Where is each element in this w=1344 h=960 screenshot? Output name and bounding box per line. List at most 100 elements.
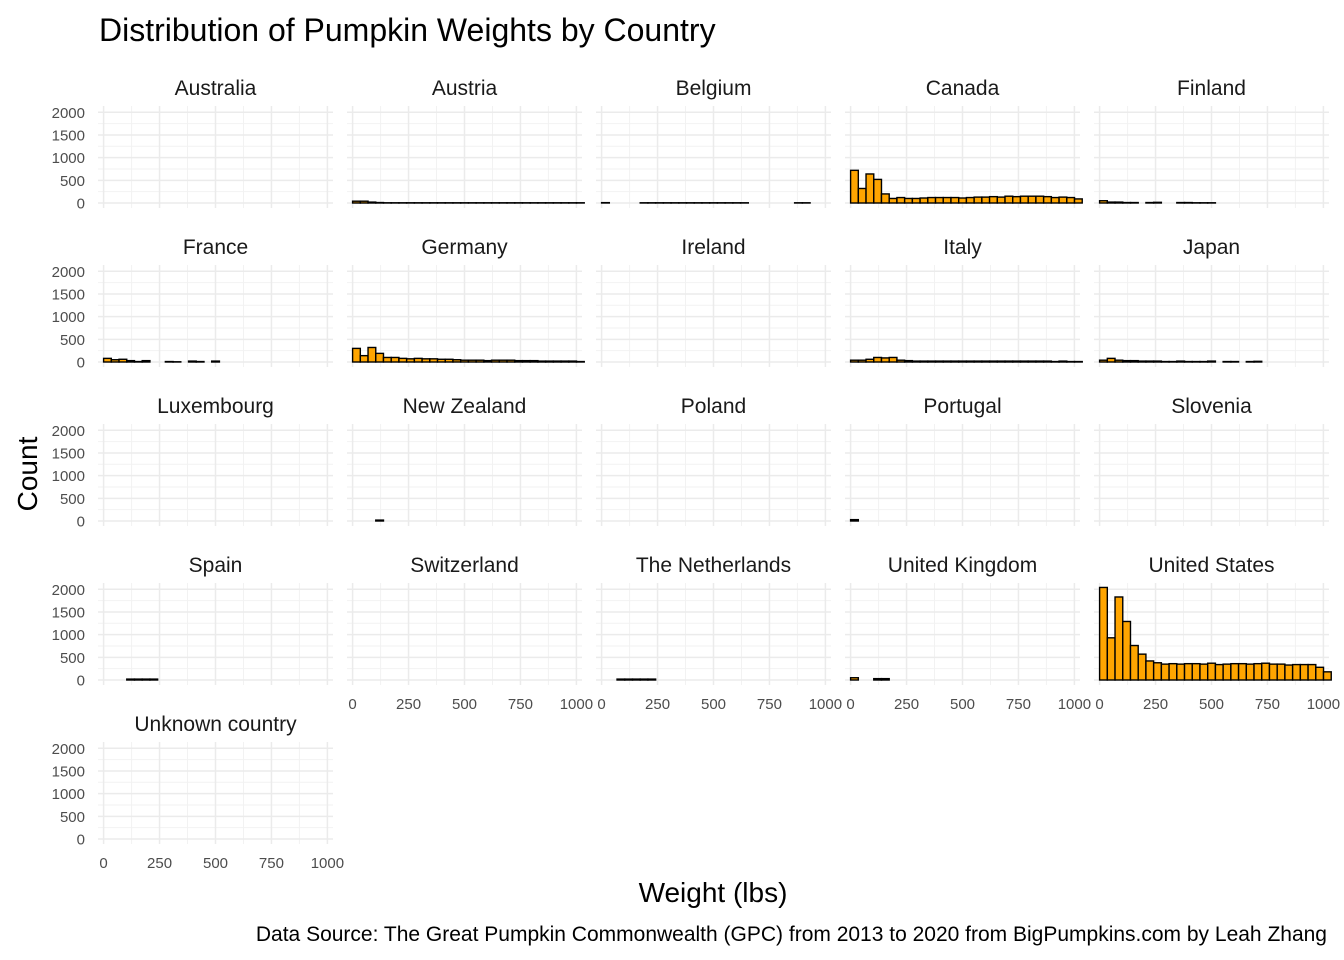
histogram-bar — [1012, 360, 1022, 363]
histogram-bar — [375, 352, 385, 363]
x-tick-label: 0 — [1095, 696, 1103, 713]
histogram-bar — [1206, 360, 1217, 363]
y-tick-label: 2000 — [52, 582, 85, 599]
histogram-bar — [118, 358, 128, 363]
y-tick-label: 1000 — [52, 627, 85, 644]
y-tick-label: 0 — [77, 832, 85, 849]
histogram-bar — [919, 360, 929, 363]
chart-caption: Data Source: The Great Pumpkin Commonwea… — [256, 923, 1327, 946]
histogram-bar — [444, 358, 454, 363]
histogram-bar — [568, 360, 578, 363]
histogram-bar — [865, 173, 875, 204]
histogram-bar — [1214, 663, 1224, 681]
histogram-bar — [375, 519, 385, 522]
facet-portugal: Portugal — [845, 395, 1080, 526]
y-tick-label: 1000 — [52, 150, 85, 167]
histogram-bar — [126, 678, 136, 681]
histogram-bar — [857, 187, 867, 204]
histogram-bar — [988, 360, 999, 363]
x-tick-label: 750 — [757, 696, 782, 713]
facet-the-netherlands: The Netherlands 0 250 500 750 1000 — [596, 554, 842, 713]
histogram-bar — [552, 360, 562, 363]
histogram-bar — [506, 359, 516, 363]
histogram-bar — [988, 195, 999, 204]
facet-australia: Australia 0 500 1000 1500 2000 — [52, 77, 333, 213]
y-tick-label: 1500 — [52, 127, 85, 144]
histogram-bar — [1253, 360, 1263, 363]
histogram-bar — [436, 358, 446, 363]
x-tick-label: 250 — [894, 696, 919, 713]
histogram-bar — [903, 359, 914, 363]
histogram-bar — [1152, 201, 1163, 204]
facet-slovenia: Slovenia — [1094, 395, 1329, 526]
histogram-bar — [1284, 664, 1294, 681]
histogram-bar — [1042, 195, 1053, 204]
x-tick-label: 500 — [701, 696, 726, 713]
histogram-bar — [880, 677, 890, 681]
y-tick-label: 500 — [60, 491, 85, 508]
histogram-bar — [1191, 662, 1201, 681]
histogram-bar — [1050, 196, 1060, 204]
histogram-bar — [965, 360, 975, 363]
y-tick-label: 0 — [77, 196, 85, 213]
histogram-bar — [903, 197, 914, 204]
facet-switzerland: Switzerland 0 250 500 750 1000 — [347, 554, 593, 713]
histogram-bar — [973, 360, 983, 363]
histogram-bar — [413, 357, 423, 363]
x-tick-label: 1000 — [560, 696, 593, 713]
histogram-bar — [896, 359, 906, 363]
histogram-bar — [873, 178, 883, 204]
histogram-bar — [1035, 195, 1045, 204]
histogram-bar — [1019, 360, 1029, 363]
y-tick-label: 1500 — [52, 286, 85, 303]
histogram-bar — [1035, 360, 1045, 363]
histogram-bar — [1291, 663, 1302, 681]
y-tick-label: 0 — [77, 673, 85, 690]
histogram-bar — [459, 359, 470, 363]
facet-italy: Italy — [845, 236, 1083, 367]
histogram-bar — [1183, 662, 1193, 681]
histogram-bar — [1206, 662, 1217, 681]
histogram-bar — [1106, 357, 1116, 363]
y-tick-label: 500 — [60, 650, 85, 667]
facet-ireland: Ireland — [596, 236, 831, 367]
histogram-bar — [1261, 662, 1271, 681]
histogram-bar — [1122, 359, 1132, 363]
histogram-bar — [1145, 660, 1155, 681]
x-tick-label: 1000 — [311, 855, 344, 872]
histogram-bar — [1114, 201, 1124, 204]
histogram-bar — [973, 196, 983, 204]
histogram-bar — [880, 193, 890, 204]
y-tick-label: 0 — [77, 514, 85, 531]
facet-luxembourg: Luxembourg 0 500 1000 1500 2000 — [52, 395, 333, 531]
y-tick-label: 500 — [60, 173, 85, 190]
facet-united-kingdom: United Kingdom 0 250 500 750 1000 — [845, 554, 1091, 713]
histogram-bar — [1145, 360, 1155, 363]
facet-label-canada: Canada — [926, 77, 1000, 100]
histogram-bar — [1137, 653, 1147, 681]
histogram-bar — [1098, 359, 1109, 363]
histogram-bar — [957, 360, 968, 363]
y-tick-label: 2000 — [52, 423, 85, 440]
x-tick-label: 250 — [1143, 696, 1168, 713]
chart-title: Distribution of Pumpkin Weights by Count… — [99, 12, 716, 48]
histogram-bar — [405, 358, 416, 363]
histogram-bar — [490, 359, 501, 363]
facet-france: France 0 500 1000 1500 2000 — [52, 236, 333, 372]
histogram-bar — [849, 518, 860, 522]
y-tick-label: 1500 — [52, 763, 85, 780]
histogram-bar — [865, 358, 875, 363]
y-tick-label: 500 — [60, 332, 85, 349]
histogram-bar — [957, 197, 968, 204]
histogram-bar — [1114, 596, 1124, 681]
x-tick-label: 1000 — [1058, 696, 1091, 713]
facet-label-united-states: United States — [1148, 554, 1274, 577]
histogram-bar — [896, 196, 906, 204]
facet-label-spain: Spain — [189, 554, 243, 577]
y-tick-label: 1500 — [52, 445, 85, 462]
y-tick-label: 1000 — [52, 309, 85, 326]
histogram-bar — [888, 356, 898, 363]
histogram-bar — [141, 359, 151, 363]
histogram-bar — [911, 197, 921, 204]
facet-label-luxembourg: Luxembourg — [157, 395, 274, 418]
